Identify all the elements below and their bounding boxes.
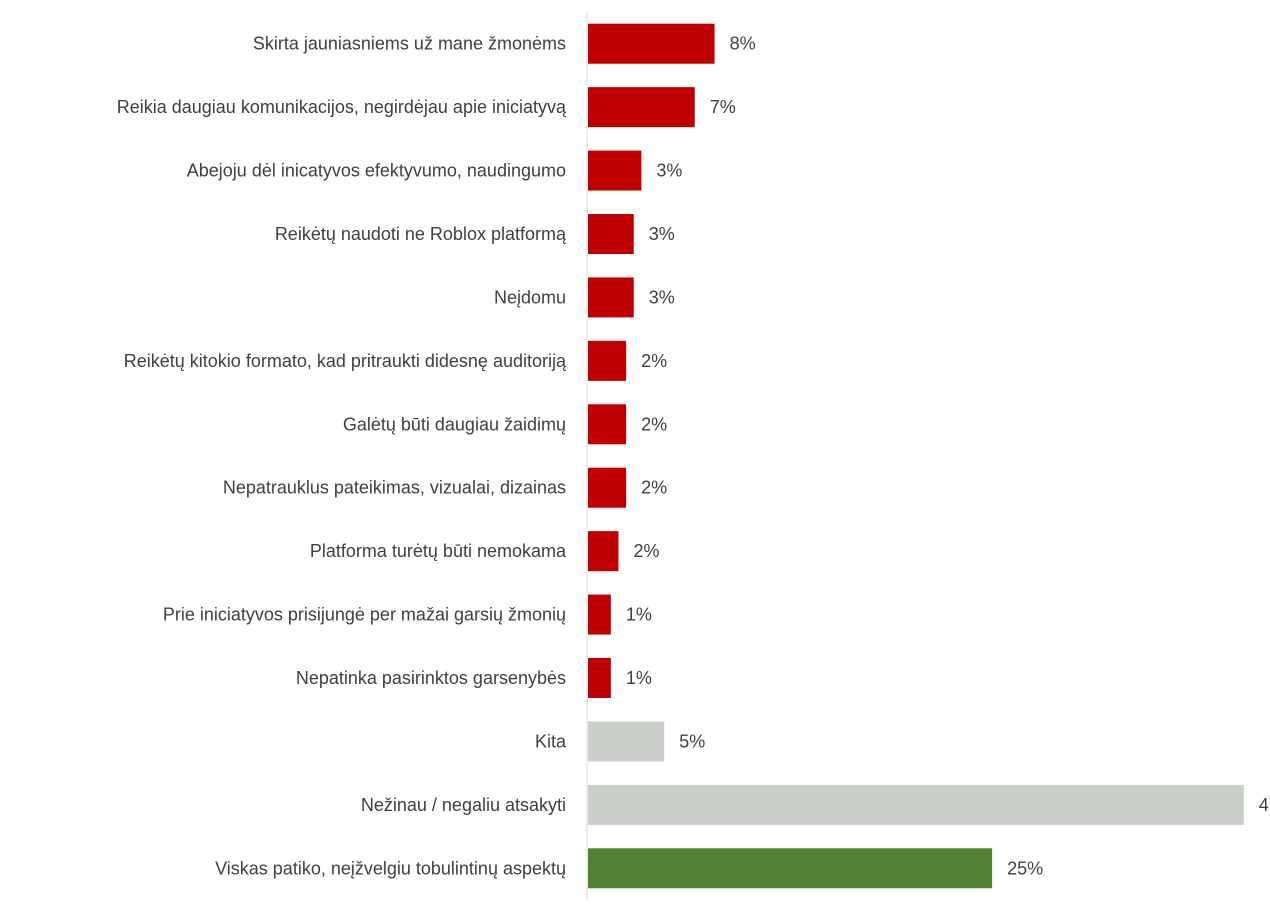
value-label-7: 2%: [641, 478, 667, 498]
bar-11: [588, 721, 665, 762]
value-label-4: 3%: [649, 287, 675, 307]
bar-2: [588, 150, 642, 191]
value-label-12: 41%: [1259, 795, 1270, 815]
category-label-12: Nežinau / negaliu atsakyti: [361, 795, 566, 815]
value-label-3: 3%: [649, 224, 675, 244]
bar-3: [588, 214, 634, 254]
category-label-3: Reikėtų naudoti ne Roblox platformą: [275, 224, 567, 244]
category-label-6: Galėtų būti daugiau žaidimų: [343, 414, 566, 434]
category-labels-layer: Skirta jauniasniems už mane žmonėms Reiki…: [117, 34, 567, 879]
bar-10: [588, 658, 611, 698]
category-label-8: Platforma turėtų būti nemokama: [310, 541, 567, 561]
bar-8: [588, 531, 619, 572]
bar-12: [588, 784, 1244, 825]
value-label-1: 7%: [710, 97, 736, 117]
category-label-1: Reikia daugiau komunikacijos, negirdėjau…: [117, 97, 567, 117]
value-label-6: 2%: [641, 414, 667, 434]
category-label-2: Abejoju dėl inicatyvos efektyvumo, naudi…: [187, 161, 566, 181]
bar-9: [588, 594, 611, 635]
value-labels-layer: 8% 7% 3% 3% 3% 2% 2% 2% 2% 1% 1% 5% 41% 25%: [626, 34, 1270, 879]
value-label-0: 8%: [730, 34, 756, 54]
value-label-5: 2%: [641, 351, 667, 371]
category-label-10: Nepatinka pasirinktos garsenybės: [296, 668, 566, 688]
bar-0: [588, 23, 715, 64]
bar-6: [588, 404, 627, 445]
value-label-8: 2%: [634, 541, 660, 561]
value-label-11: 5%: [679, 731, 705, 751]
value-label-10: 1%: [626, 668, 652, 688]
category-label-4: Neįdomu: [494, 287, 566, 307]
value-label-2: 3%: [656, 161, 682, 181]
bar-5: [588, 340, 627, 381]
category-label-13: Viskas patiko, neįžvelgiu tobulintinų as…: [215, 858, 566, 878]
value-label-13: 25%: [1007, 858, 1043, 878]
bar-4: [588, 277, 634, 318]
category-label-5: Reikėtų kitokio formato, kad pritraukti …: [124, 351, 567, 371]
bar-13: [588, 848, 993, 889]
value-label-9: 1%: [626, 605, 652, 625]
category-label-11: Kita: [535, 731, 567, 751]
bar-1: [588, 87, 695, 128]
category-label-0: Skirta jauniasniems už mane žmonėms: [253, 34, 566, 54]
category-label-7: Nepatrauklus pateikimas, vizualai, dizai…: [223, 478, 566, 498]
bar-7: [588, 467, 627, 508]
category-label-9: Prie iniciatyvos prisijungė per mažai ga…: [163, 605, 566, 625]
bars-layer: [588, 23, 1244, 889]
